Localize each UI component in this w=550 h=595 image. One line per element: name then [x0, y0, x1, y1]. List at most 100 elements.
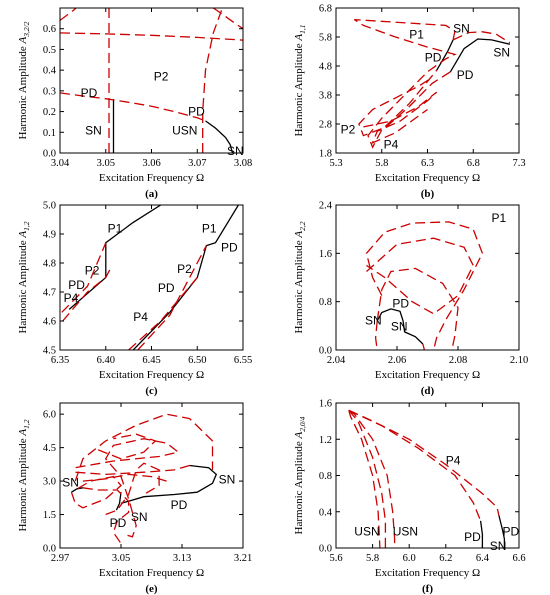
x-tick-label: 6.0: [403, 553, 416, 564]
unstable-branch-2: [62, 268, 111, 322]
unstable-branch-2: [374, 320, 378, 350]
unstable-branch-9: [82, 473, 167, 482]
x-tick-label: 6.4: [476, 553, 490, 564]
x-axis-label: Excitation Frequency Ω: [99, 172, 204, 184]
plot-frame: [335, 204, 520, 351]
annotation-sn: SN: [62, 476, 79, 490]
x-tick-label: 6.55: [234, 355, 252, 366]
y-tick-label: 2.4: [319, 201, 333, 212]
y-tick-label: 6.0: [43, 410, 56, 421]
stable-branch-1: [436, 39, 454, 71]
annotation-sn: SN: [493, 46, 510, 60]
unstable-branch-7: [105, 462, 160, 516]
unstable-branch-4: [74, 413, 214, 482]
y-axis-label: Harmonic Amplitude A1,2: [17, 419, 31, 531]
x-axis-label: Excitation Frequency Ω: [375, 369, 480, 381]
annotation-pd: PD: [457, 68, 474, 82]
x-tick-label: 6.3: [421, 158, 434, 169]
unstable-branch-5: [137, 245, 207, 350]
x-tick-label: 2.04: [327, 355, 346, 366]
unstable-branch-6: [60, 8, 77, 21]
y-tick-label: 0.0: [319, 346, 332, 357]
y-tick-label: 4.5: [43, 346, 56, 357]
stable-branch-1: [71, 487, 84, 493]
x-tick-label: 5.8: [366, 553, 379, 564]
y-tick-label: 1.5: [43, 510, 56, 521]
panel-f: 5.6 5.8 6.0 6.2 6.4 6.6 0.0 0.4 0.8 1.2 1.6 Excitat…: [293, 399, 526, 595]
x-tick-label: 3.05: [112, 553, 130, 564]
x-tick-label: 6.50: [188, 355, 206, 366]
y-tick-label: 3.8: [319, 91, 332, 102]
y-tick-label: 0.2: [43, 107, 56, 118]
unstable-branch-6: [82, 487, 130, 544]
unstable-branch-3: [60, 32, 243, 41]
y-tick-label: 4.7: [43, 288, 56, 299]
y-tick-label: 0.5: [43, 45, 56, 56]
unstable-branch-3: [365, 221, 484, 350]
x-tick-label: 3.21: [234, 553, 252, 564]
unstable-branch-3: [358, 71, 451, 137]
x-tick-label: 3.06: [142, 158, 160, 169]
panel-label: (d): [421, 385, 435, 397]
panel-label: (c): [145, 385, 158, 397]
y-tick-label: 0.6: [43, 24, 56, 35]
x-tick-label: 3.08: [234, 158, 252, 169]
annotation-p2: P2: [177, 262, 192, 276]
series-group: [348, 409, 506, 548]
y-tick-label: 0.4: [43, 66, 57, 77]
y-tick-label: 1.6: [319, 399, 332, 410]
annotation-p1: P1: [409, 27, 424, 41]
series-group: [353, 18, 511, 149]
annotation-pd: PD: [110, 516, 127, 530]
annotation-usn: USN: [172, 123, 197, 137]
unstable-branch-5: [348, 409, 396, 548]
annotation-sn: SN: [219, 472, 236, 486]
stable-branch-0: [498, 515, 506, 548]
panel-c: 6.35 6.40 6.45 6.50 6.55 4.5 4.6 4.7 4.8 4.9 5.0 Ex…: [17, 201, 252, 398]
x-axis-label: Excitation Frequency Ω: [375, 172, 480, 184]
x-tick-label: 7.3: [512, 158, 525, 169]
y-tick-label: 0.8: [319, 471, 332, 482]
unstable-branch-5: [70, 475, 122, 509]
annotation-sn: SN: [490, 539, 507, 553]
y-tick-label: 5.0: [43, 201, 56, 212]
panel-label: (a): [145, 188, 158, 200]
annotation-usn: USN: [354, 524, 379, 538]
panel-d: 2.04 2.06 2.08 2.10 0.0 0.8 1.6 2.4 Excitation F…: [293, 201, 528, 398]
unstable-branch-4: [363, 91, 438, 145]
x-tick-label: 6.35: [51, 355, 69, 366]
x-tick-label: 3.07: [188, 158, 206, 169]
y-axis-label: Harmonic Amplitude A1,2: [17, 221, 31, 333]
unstable-branch-7: [212, 8, 243, 30]
annotation-pd: PD: [158, 281, 175, 295]
unstable-branch-6: [422, 343, 426, 350]
y-tick-label: 6.8: [319, 4, 332, 15]
y-tick-label: 4.8: [319, 62, 332, 73]
annotation-p2: P2: [341, 122, 356, 136]
series-group: [365, 221, 484, 350]
annotation-p1: P1: [202, 222, 217, 236]
unstable-branch-8: [97, 433, 157, 460]
x-tick-label: 2.97: [51, 553, 69, 564]
annotation-sn: SN: [453, 22, 470, 36]
y-tick-label: 2.8: [319, 120, 332, 131]
x-tick-label: 2.10: [510, 355, 528, 366]
y-tick-label: 0.0: [43, 149, 56, 160]
y-tick-label: 4.9: [43, 230, 56, 241]
series-group: [60, 8, 243, 153]
stable-branch-1: [205, 120, 234, 153]
annotation-p2: P2: [154, 70, 169, 84]
stable-branch-0: [376, 308, 404, 322]
annotation-pd: PD: [503, 524, 520, 538]
annotation-sn: SN: [85, 123, 102, 137]
x-tick-label: 6.40: [97, 355, 115, 366]
y-tick-label: 4.6: [43, 317, 56, 328]
y-tick-label: 0.3: [43, 86, 56, 97]
annotation-sn: SN: [131, 510, 148, 524]
x-tick-label: 5.8: [375, 158, 388, 169]
annotation-pd: PD: [68, 278, 85, 292]
unstable-branch-4: [128, 277, 198, 350]
y-tick-label: 1.6: [319, 249, 332, 260]
panel-a: 3.04 3.05 3.06 3.07 3.08 0.0 0.1 0.2 0.3 0.4 0.5 0.…: [17, 7, 252, 200]
